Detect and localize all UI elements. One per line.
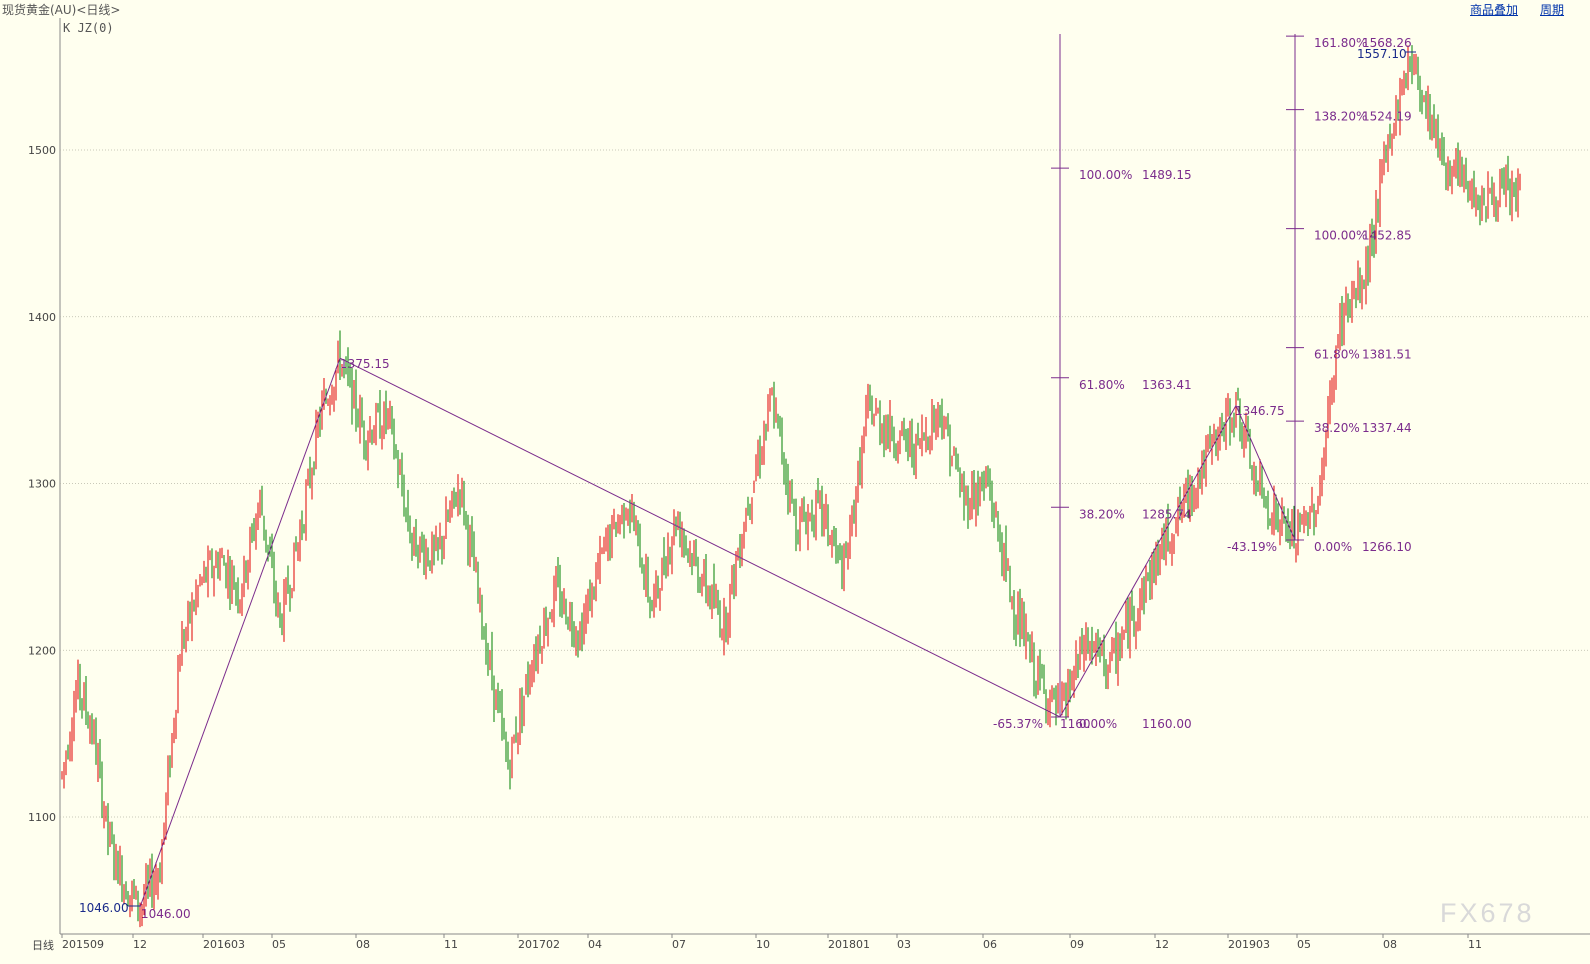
x-tick-label: 201509 [62,938,104,951]
x-tick-label: 04 [588,938,602,951]
fib-level-pct: 38.20% [1079,507,1125,521]
x-tick-label: 10 [756,938,770,951]
x-tick-label: 07 [672,938,686,951]
x-tick-label: 06 [983,938,997,951]
fib-level-value: 1381.51 [1362,348,1412,362]
trendline-label: 1046.00 [141,907,191,921]
indicator-label: K JZ(0) [63,21,114,35]
fib-level-value: 1524.19 [1362,110,1412,124]
x-tick-label: 201801 [828,938,870,951]
fib-level-pct: 0.00% [1079,717,1117,731]
chart-title: 现货黄金(AU)<日线> [2,3,121,17]
fib-level-pct: 161.80% [1314,36,1367,50]
x-tick-label: 11 [1468,938,1482,951]
x-tick-label: 08 [1383,938,1397,951]
trendline-label: -65.37% [993,717,1043,731]
fib-level-value: 1285.74 [1142,507,1192,521]
fib-level-pct: 38.20% [1314,421,1360,435]
fib-level-pct: 100.00% [1079,168,1132,182]
fib-level-value: 1568.26 [1362,36,1412,50]
x-tick-label: 201702 [518,938,560,951]
x-tick-label: 03 [897,938,911,951]
period-link[interactable]: 周期 [1540,3,1565,17]
x-tick-label: 11 [444,938,458,951]
trendline-label: -43.19% [1227,540,1277,554]
fib-level-value: 1489.15 [1142,168,1192,182]
x-tick-label: 09 [1070,938,1084,951]
price-tag-high: 1557.10 [1357,47,1407,61]
fib-level-value: 1266.10 [1362,540,1412,554]
fib-level-pct: 61.80% [1079,378,1125,392]
fib-level-value: 1337.44 [1362,421,1412,435]
trendline [139,358,341,908]
y-tick-label: 1500 [28,144,56,157]
price-tag-low: 1046.00 [79,901,129,915]
fib-level-value: 1452.85 [1362,229,1412,243]
trendline [1059,405,1237,718]
x-axis-period-label: 日线 [32,939,54,952]
fib-level-value: 1363.41 [1142,378,1192,392]
x-tick-label: 201603 [203,938,245,951]
x-tick-label: 08 [356,938,370,951]
x-tick-label: 12 [1155,938,1169,951]
fib-level-value: 1160.00 [1142,717,1192,731]
trendline-label: 1346.75 [1235,404,1285,418]
x-tick-label: 12 [133,938,147,951]
trendline [339,357,1061,718]
fib-overlap-label: 1160 [1060,717,1091,731]
fib-level-pct: 0.00% [1314,540,1352,554]
fib-level-pct: 100.00% [1314,229,1367,243]
fib-level-pct: 61.80% [1314,348,1360,362]
y-tick-label: 1300 [28,478,56,491]
x-tick-label: 201903 [1228,938,1270,951]
fib-level-pct: 138.20% [1314,110,1367,124]
overlay-commodity-link[interactable]: 商品叠加 [1470,3,1519,17]
y-tick-label: 1100 [28,811,56,824]
x-tick-label: 05 [1297,938,1311,951]
watermark: FX678 [1440,898,1535,928]
y-tick-label: 1400 [28,311,56,324]
x-tick-label: 05 [272,938,286,951]
top-bar: 现货黄金(AU)<日线> 商品叠加 周期 [0,0,1590,18]
trendline [1235,405,1296,541]
y-tick-label: 1200 [28,644,56,657]
trendline-label: 1375.15 [340,357,390,371]
